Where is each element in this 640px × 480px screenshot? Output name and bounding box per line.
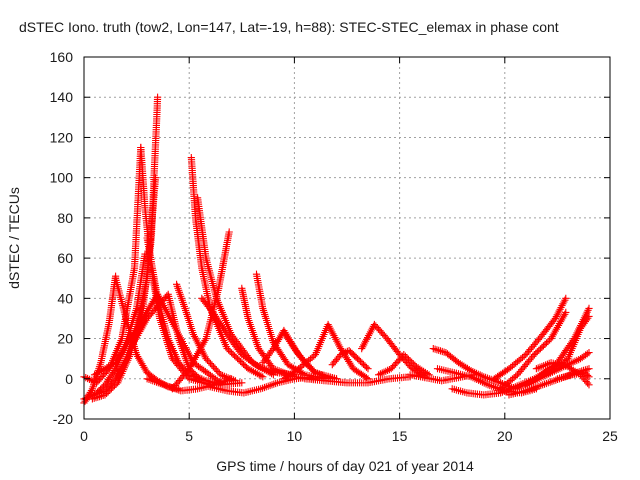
axis-ticks	[83, 56, 611, 420]
data-series-9	[126, 290, 246, 389]
plot-frame	[83, 56, 611, 420]
x-axis-label: GPS time / hours of day 021 of year 2014	[216, 458, 474, 474]
y-tick-label: 80	[57, 210, 73, 226]
x-tick-label: 5	[185, 428, 193, 444]
x-tick-label: 10	[287, 428, 303, 444]
chart-title: dSTEC Iono. truth (tow2, Lon=147, Lat=-1…	[19, 19, 559, 35]
y-axis-label: dSTEC / TECUs	[6, 187, 22, 289]
data-series-25	[375, 351, 433, 379]
data-series-31	[497, 308, 570, 393]
x-tick-label: 25	[602, 428, 618, 444]
data-series-22	[328, 347, 372, 373]
y-tick-label: 100	[50, 170, 74, 186]
tick-labels: 0 5 10 15 20 25 -20 0 20 40 60 80 100 120 140 160	[50, 49, 618, 444]
y-tick-label: 140	[50, 89, 74, 105]
data-series-23	[301, 373, 414, 387]
data-series-37	[543, 349, 593, 379]
y-tick-label: 40	[57, 290, 73, 306]
y-tick-label: 160	[50, 49, 74, 65]
data-series-30	[490, 294, 570, 383]
data-series-36	[553, 369, 593, 383]
y-tick-label: 0	[65, 371, 73, 387]
data-series-21	[280, 320, 372, 383]
x-tick-label: 15	[392, 428, 408, 444]
y-tick-label: 20	[57, 331, 73, 347]
data-series-14	[168, 228, 233, 393]
data-series-24	[358, 320, 429, 381]
y-tick-label: 60	[57, 250, 73, 266]
x-tick-label: 0	[80, 428, 88, 444]
y-tick-label: 120	[50, 129, 74, 145]
x-tick-label: 20	[497, 428, 513, 444]
y-tick-label: -20	[53, 411, 73, 427]
data-points	[80, 93, 593, 407]
